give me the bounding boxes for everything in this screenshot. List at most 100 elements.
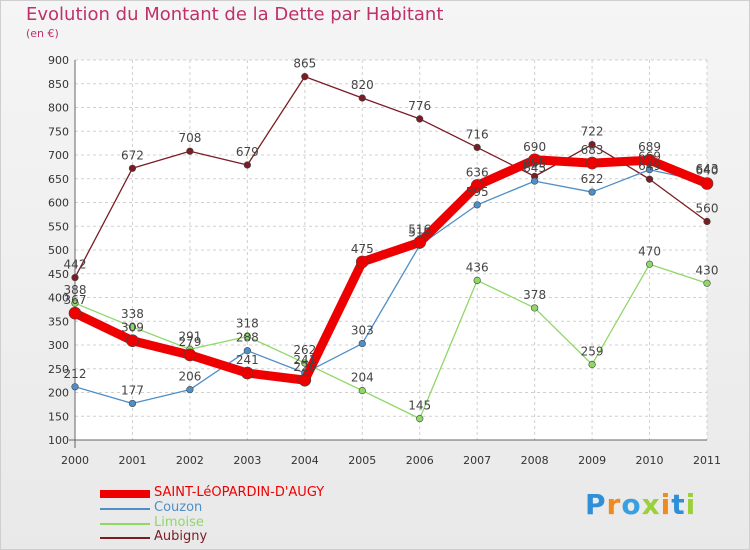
data-label: 622 bbox=[581, 172, 604, 186]
data-label: 690 bbox=[523, 140, 546, 154]
legend-swatch bbox=[100, 523, 150, 525]
y-tick-label: 900 bbox=[48, 54, 69, 67]
data-point bbox=[243, 347, 251, 355]
y-tick-label: 350 bbox=[48, 315, 69, 328]
data-point bbox=[703, 217, 711, 226]
x-tick-label: 2004 bbox=[291, 454, 319, 467]
data-point bbox=[588, 360, 596, 369]
series-line-aubigny bbox=[74, 75, 708, 279]
data-label: 279 bbox=[178, 335, 201, 349]
y-tick-label: 450 bbox=[48, 268, 69, 281]
y-tick-label: 850 bbox=[48, 78, 69, 91]
data-point bbox=[126, 334, 139, 348]
data-label: 388 bbox=[64, 283, 87, 297]
data-label: 241 bbox=[293, 353, 316, 367]
data-point bbox=[700, 177, 714, 190]
data-point bbox=[531, 177, 539, 185]
data-point bbox=[183, 348, 197, 362]
series-line-couzon bbox=[74, 169, 708, 405]
data-label: 430 bbox=[696, 263, 719, 277]
data-label: 595 bbox=[466, 185, 489, 199]
x-tick-label: 2000 bbox=[61, 454, 89, 467]
y-tick-label: 700 bbox=[48, 149, 69, 162]
data-label: 510 bbox=[408, 225, 431, 239]
data-point bbox=[243, 332, 251, 341]
data-point bbox=[528, 153, 541, 167]
data-point bbox=[470, 179, 484, 192]
y-tick-label: 100 bbox=[48, 434, 69, 447]
data-label: 560 bbox=[696, 202, 719, 216]
data-point bbox=[588, 140, 596, 149]
data-point bbox=[186, 147, 194, 155]
y-tick-label: 650 bbox=[48, 173, 69, 186]
data-label: 145 bbox=[408, 399, 431, 413]
data-point bbox=[68, 306, 82, 320]
data-label: 241 bbox=[236, 353, 259, 367]
data-point bbox=[531, 304, 539, 312]
data-point bbox=[355, 255, 369, 269]
data-point bbox=[588, 188, 596, 196]
logo-letter: i bbox=[685, 488, 697, 521]
data-point bbox=[71, 299, 79, 307]
data-label: 442 bbox=[64, 258, 87, 272]
data-point bbox=[703, 279, 711, 287]
data-label: 636 bbox=[466, 165, 489, 179]
data-label: 378 bbox=[523, 288, 546, 302]
legend-label: Couzon bbox=[154, 500, 203, 515]
series-line-limoise bbox=[74, 263, 708, 420]
series-line-saint-l-opardin-d-augy bbox=[70, 155, 712, 385]
data-point bbox=[358, 339, 366, 348]
data-point bbox=[128, 323, 137, 331]
data-label: 516 bbox=[408, 222, 431, 236]
legend-label: Limoise bbox=[154, 515, 204, 530]
legend-swatch bbox=[100, 537, 150, 539]
data-label: 309 bbox=[121, 321, 144, 335]
data-label: 177 bbox=[121, 383, 144, 397]
data-point bbox=[71, 273, 79, 282]
x-tick-label: 2009 bbox=[578, 454, 606, 467]
chart-title: Evolution du Montant de la Dette par Hab… bbox=[26, 4, 444, 25]
data-point bbox=[128, 164, 137, 172]
data-point bbox=[243, 161, 251, 169]
logo-letter: r bbox=[606, 488, 622, 521]
x-tick-label: 2001 bbox=[118, 454, 146, 467]
data-point bbox=[416, 115, 424, 123]
data-point bbox=[645, 260, 654, 268]
data-label: 655 bbox=[523, 156, 546, 170]
y-tick-label: 600 bbox=[48, 197, 69, 210]
data-label: 708 bbox=[178, 131, 201, 145]
legend-label: SAINT-LéOPARDIN-D'AUGY bbox=[154, 485, 325, 500]
proxiti-logo: Proxiti bbox=[585, 488, 696, 521]
data-label: 683 bbox=[581, 143, 604, 157]
y-tick-label: 550 bbox=[48, 220, 69, 233]
logo-letter: o bbox=[621, 488, 642, 521]
data-label: 436 bbox=[466, 260, 489, 274]
y-tick-label: 750 bbox=[48, 125, 69, 138]
data-label: 318 bbox=[236, 316, 259, 330]
data-label: 288 bbox=[236, 331, 259, 345]
y-tick-label: 200 bbox=[48, 387, 69, 400]
logo-letter: x bbox=[641, 488, 661, 521]
data-point bbox=[413, 236, 427, 249]
data-label: 259 bbox=[581, 344, 604, 358]
data-point bbox=[643, 153, 656, 167]
data-point bbox=[241, 366, 254, 380]
data-label: 226 bbox=[293, 360, 316, 374]
data-point bbox=[358, 387, 366, 395]
data-label: 689 bbox=[638, 140, 661, 154]
data-point bbox=[473, 276, 481, 285]
y-tick-label: 800 bbox=[48, 102, 69, 115]
data-label: 206 bbox=[178, 370, 201, 384]
data-label: 338 bbox=[121, 307, 144, 321]
y-tick-label: 400 bbox=[48, 292, 69, 305]
data-point bbox=[301, 359, 309, 367]
x-tick-label: 2002 bbox=[176, 454, 204, 467]
x-tick-label: 2007 bbox=[463, 454, 491, 467]
data-label: 820 bbox=[351, 78, 374, 92]
data-point bbox=[298, 373, 312, 387]
logo-letter: i bbox=[660, 488, 672, 521]
chart-subtitle: (en €) bbox=[26, 27, 59, 40]
y-tick-label: 500 bbox=[48, 244, 69, 257]
data-label: 643 bbox=[696, 162, 719, 176]
data-label: 776 bbox=[408, 99, 431, 113]
